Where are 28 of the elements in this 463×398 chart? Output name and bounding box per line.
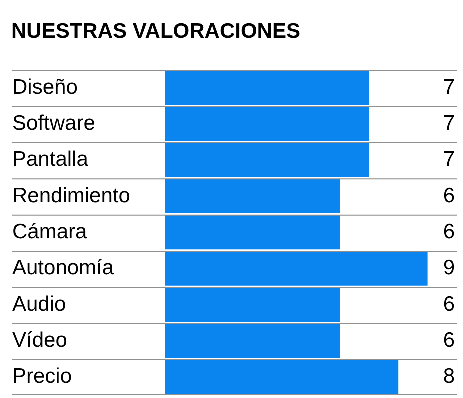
data-label: 6: [443, 184, 455, 208]
y-tick-label: Rendimiento: [12, 184, 130, 208]
bar: [165, 360, 399, 394]
y-tick-label: Audio: [12, 292, 66, 316]
bar: [165, 288, 340, 322]
data-label: 8: [443, 365, 455, 388]
y-tick-label: Software: [12, 112, 96, 136]
bar: [165, 179, 340, 214]
y-tick-label: Autonomía: [12, 256, 114, 280]
data-label: 7: [443, 112, 455, 136]
bar: [165, 215, 340, 250]
y-tick-label: Precio: [12, 365, 72, 388]
y-tick-label: Diseño: [12, 76, 78, 99]
data-label: 6: [443, 220, 455, 244]
data-label: 7: [443, 76, 455, 99]
y-tick-label: Vídeo: [12, 328, 68, 352]
bar: [165, 70, 370, 106]
data-label: 7: [443, 148, 455, 172]
bar: [165, 143, 370, 178]
data-label: 9: [443, 256, 455, 280]
y-tick-label: Pantalla: [12, 148, 89, 172]
bar: [165, 106, 370, 142]
data-label: 6: [443, 292, 455, 316]
chart-title: NUESTRAS VALORACIONES: [12, 20, 300, 43]
bar: [165, 251, 428, 286]
data-label: 6: [443, 328, 455, 352]
y-tick-label: Cámara: [12, 220, 88, 244]
bar: [165, 324, 340, 358]
